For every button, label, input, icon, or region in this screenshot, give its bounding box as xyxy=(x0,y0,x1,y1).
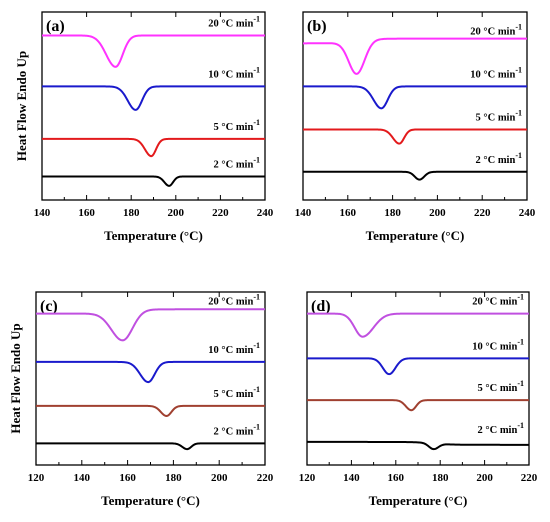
panel-label: (a) xyxy=(46,18,65,35)
series-label: 2 °C min-1 xyxy=(214,422,260,437)
x-tick-label: 220 xyxy=(212,207,229,219)
x-tick-label: 120 xyxy=(28,472,45,484)
series-line xyxy=(36,308,265,342)
series-line xyxy=(307,357,529,376)
panel-label: (d) xyxy=(311,298,331,315)
x-tick-label: 220 xyxy=(521,472,538,484)
series-label: 5 °C min-1 xyxy=(476,109,522,124)
x-tick-label: 240 xyxy=(519,207,536,219)
x-tick-label: 120 xyxy=(299,472,316,484)
panel-d: 120 140 160 180 200 220 Temperature (°C) (d) 20 … xyxy=(299,291,538,508)
x-tick-label: 160 xyxy=(78,207,95,219)
x-tick-label: 200 xyxy=(168,207,185,219)
x-tick-label: 180 xyxy=(123,207,140,219)
series-line xyxy=(42,137,265,158)
x-axis-label: Temperature (°C) xyxy=(366,228,465,243)
series-line xyxy=(307,440,529,451)
series-line xyxy=(42,175,265,187)
x-tick-label: 180 xyxy=(165,472,182,484)
panel-label: (b) xyxy=(307,18,327,35)
series-label: 10 °C min-1 xyxy=(470,65,522,80)
series-line xyxy=(36,404,265,417)
series-label: 20 °C min-1 xyxy=(470,22,522,37)
x-tick-label: 200 xyxy=(211,472,228,484)
series-line xyxy=(303,170,527,181)
x-tick-label: 140 xyxy=(34,207,51,219)
series-line xyxy=(42,34,265,68)
x-axis-label: Temperature (°C) xyxy=(101,493,200,508)
series-line xyxy=(303,128,527,145)
panel-c: 120 140 160 180 200 220 Temperature (°C) Heat F… xyxy=(8,291,274,508)
series-line xyxy=(307,399,529,412)
x-axis-label: Temperature (°C) xyxy=(104,228,203,243)
series-line xyxy=(307,312,529,338)
x-tick-label: 200 xyxy=(476,472,493,484)
series-line xyxy=(303,85,527,110)
x-tick-label: 140 xyxy=(295,207,312,219)
x-tick-label: 140 xyxy=(74,472,91,484)
series-label: 2 °C min-1 xyxy=(214,156,260,171)
series-label: 10 °C min-1 xyxy=(472,337,524,352)
series-line xyxy=(303,37,527,75)
series-line xyxy=(42,85,265,111)
x-tick-label: 160 xyxy=(340,207,357,219)
x-tick-label: 240 xyxy=(257,207,274,219)
series-label: 20 °C min-1 xyxy=(472,293,524,308)
panel-b: 140 160 180 200 220 240 Temperature (°C) (b) 20 … xyxy=(295,11,536,243)
plot-frame xyxy=(35,291,266,466)
series-label: 10 °C min-1 xyxy=(208,341,260,356)
panel-a: 140 160 180 200 220 240 Temperature (°C) Heat F… xyxy=(14,11,274,243)
y-axis-label: Heat Flow Endo Up xyxy=(14,51,29,161)
x-tick-label: 160 xyxy=(388,472,405,484)
series-label: 2 °C min-1 xyxy=(476,151,522,166)
series-label: 20 °C min-1 xyxy=(208,15,260,30)
x-axis-label: Temperature (°C) xyxy=(369,493,468,508)
series-label: 5 °C min-1 xyxy=(214,118,260,133)
plot-frame xyxy=(306,291,530,466)
series-line xyxy=(36,360,265,384)
x-tick-label: 180 xyxy=(384,207,401,219)
x-tick-label: 220 xyxy=(474,207,491,219)
x-tick-label: 200 xyxy=(429,207,446,219)
x-tick-label: 160 xyxy=(119,472,136,484)
series-label: 5 °C min-1 xyxy=(478,379,524,394)
x-tick-label: 140 xyxy=(343,472,360,484)
x-tick-label: 220 xyxy=(257,472,274,484)
series-label: 5 °C min-1 xyxy=(214,385,260,400)
series-line xyxy=(36,442,265,451)
series-label: 10 °C min-1 xyxy=(208,65,260,80)
y-axis-label: Heat Flow Endo Up xyxy=(8,323,23,433)
plot-frame xyxy=(41,11,266,201)
x-tick-label: 180 xyxy=(432,472,449,484)
panel-label: (c) xyxy=(40,298,58,315)
series-label: 2 °C min-1 xyxy=(478,421,524,436)
series-label: 20 °C min-1 xyxy=(208,293,260,308)
